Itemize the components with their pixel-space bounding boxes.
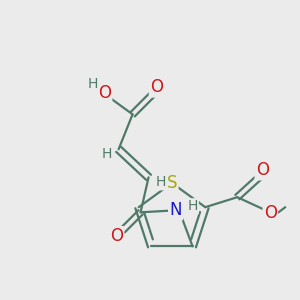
Text: H: H <box>101 147 112 161</box>
Text: H: H <box>87 77 98 91</box>
Text: H: H <box>155 175 166 189</box>
Text: N: N <box>169 201 182 219</box>
Text: O: O <box>256 161 269 179</box>
Text: S: S <box>167 174 177 192</box>
Text: O: O <box>98 84 111 102</box>
Text: H: H <box>188 199 198 213</box>
Text: O: O <box>110 227 123 245</box>
Text: O: O <box>150 78 163 96</box>
Text: O: O <box>264 204 277 222</box>
